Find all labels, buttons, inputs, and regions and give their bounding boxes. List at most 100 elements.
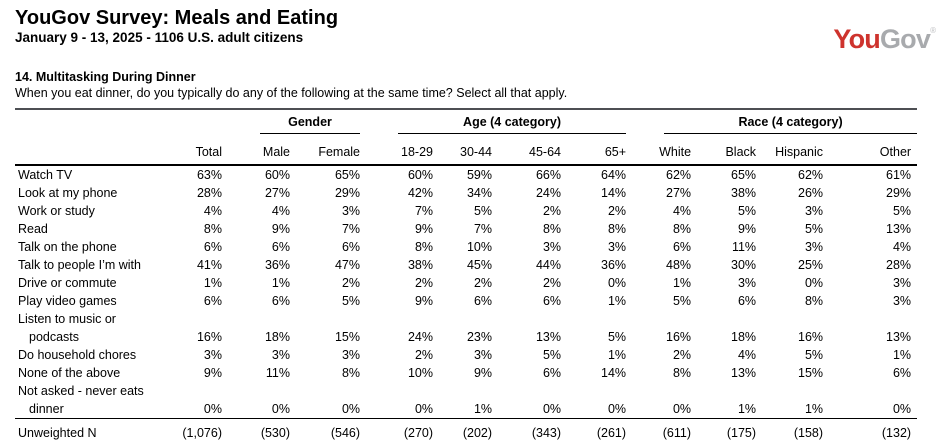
column-header: 30-44: [433, 134, 493, 166]
cell-value: 64%: [601, 168, 627, 182]
cell-value: (1,076): [160, 418, 222, 442]
cell-value: 7%: [341, 222, 361, 236]
cell-value: 3%: [607, 240, 627, 254]
cell-value: 24%: [407, 330, 434, 344]
row-label: Not asked - never eats dinner: [15, 382, 160, 419]
cell-value: 60%: [264, 168, 290, 182]
cell-value: 25%: [798, 258, 824, 272]
row-label: Watch TV: [18, 168, 73, 182]
cell-value: 5%: [737, 204, 757, 218]
cell-value: (530): [222, 418, 290, 442]
cell-value: 3%: [804, 240, 824, 254]
document-header: YouGov Survey: Meals and Eating January …: [15, 6, 338, 46]
row-label-line: dinner: [29, 402, 64, 416]
cell-value: 6%: [341, 240, 361, 254]
row-label: Listen to music or podcasts: [15, 310, 160, 346]
cell-value: (546): [290, 418, 361, 442]
cell-value: 2%: [542, 204, 562, 218]
cell-value: 8%: [672, 222, 692, 236]
cell-value: 8%: [414, 240, 434, 254]
cell-value: 5%: [804, 222, 824, 236]
cell-value: 29%: [886, 186, 912, 200]
cell-value: 23%: [466, 330, 493, 344]
row-label-line: podcasts: [29, 330, 80, 344]
cell-value: 65%: [334, 168, 361, 182]
table-row: None of the above 9% 11% 8% 10% 9% 6% 14% 8% 13% 1…: [15, 364, 917, 382]
cell-value: 14%: [601, 186, 627, 200]
cell-value: 6%: [271, 240, 290, 254]
cell-value: 9%: [473, 366, 493, 380]
cell-value: (132): [823, 418, 918, 442]
table-row: Not asked - never eats dinner 0% 0% 0% 0% 1% 0%…: [15, 382, 917, 419]
cell-value: 2%: [672, 348, 692, 362]
cell-value: 0%: [271, 402, 290, 416]
yougov-logo-gov: Gov: [879, 24, 931, 54]
column-header: Total: [160, 134, 222, 166]
cell-value: 13%: [731, 366, 757, 380]
cell-value: 5%: [542, 348, 562, 362]
column-header: Black: [691, 134, 757, 166]
cell-value: 5%: [341, 294, 361, 308]
cell-value: 1%: [607, 348, 627, 362]
cell-value: 9%: [414, 294, 434, 308]
table-row: Listen to music or podcasts 16% 18% 15% 24% 23…: [15, 310, 917, 346]
cell-value: 38%: [731, 186, 757, 200]
table-row: Drive or commute 1% 1% 2% 2% 2% 2% 0% 1% 3% 0% 3%: [15, 274, 917, 292]
cell-value: 6%: [203, 240, 222, 254]
cell-value: 27%: [666, 186, 692, 200]
cell-value: 8%: [672, 366, 692, 380]
column-group-header: Age (4 category): [360, 109, 627, 134]
table-row: Work or study 4% 4% 3% 7% 5% 2% 2% 4% 5% 3% 5%: [15, 202, 917, 220]
column-header-row: Total Male Female 18-29 30-44 45-64 65+ White Bl…: [15, 134, 918, 166]
cell-value: 0%: [672, 402, 692, 416]
cell-value: (202): [433, 418, 493, 442]
cell-value: 3%: [892, 294, 912, 308]
cell-value: 28%: [196, 186, 222, 200]
cell-value: 0%: [804, 276, 824, 290]
cell-value: 34%: [466, 186, 493, 200]
cell-value: 3%: [203, 348, 222, 362]
cell-value: 11%: [731, 240, 757, 254]
cell-value: 62%: [798, 168, 824, 182]
cell-value: (261): [561, 418, 627, 442]
cell-value: 59%: [466, 168, 493, 182]
cell-value: 61%: [886, 168, 912, 182]
cell-value: 9%: [203, 366, 222, 380]
column-header: 45-64: [492, 134, 562, 166]
row-label: Do household chores: [18, 348, 137, 362]
row-label-line: Listen to music or: [18, 312, 116, 326]
question-heading: 14. Multitasking During Dinner: [15, 70, 196, 84]
cell-value: 4%: [892, 240, 912, 254]
cell-value: 9%: [414, 222, 434, 236]
cell-value: 3%: [737, 276, 757, 290]
column-header: Female: [290, 134, 361, 166]
cell-value: 0%: [414, 402, 434, 416]
table-row: Look at my phone 28% 27% 29% 42% 34% 24% 14% 27%…: [15, 184, 917, 202]
cell-value: 4%: [672, 204, 692, 218]
cell-value: 15%: [798, 366, 824, 380]
cell-value: 29%: [334, 186, 361, 200]
row-label: Play video games: [18, 294, 117, 308]
cell-value: 24%: [535, 186, 562, 200]
column-header: 65+: [561, 134, 627, 166]
cell-value: 6%: [203, 294, 222, 308]
cell-value: 6%: [542, 366, 562, 380]
cell-value: 1%: [203, 276, 222, 290]
cell-value: 13%: [886, 330, 912, 344]
page-title: YouGov Survey: Meals and Eating: [15, 7, 339, 29]
cell-value: 18%: [264, 330, 290, 344]
cell-value: 1%: [672, 276, 692, 290]
cell-value: 2%: [341, 276, 361, 290]
cell-value: 6%: [542, 294, 562, 308]
row-label: Unweighted N: [15, 418, 160, 442]
cell-value: 1%: [271, 276, 290, 290]
table-footer-row: Unweighted N (1,076) (530) (546) (270) (202)(…: [15, 418, 918, 442]
cell-value: 3%: [473, 348, 493, 362]
cell-value: 5%: [607, 330, 627, 344]
row-label: Talk to people I’m with: [18, 258, 141, 272]
cell-value: 5%: [473, 204, 493, 218]
table-row: Read 8% 9% 7% 9% 7% 8% 8% 8% 9% 5% 13%: [15, 220, 917, 238]
table-row: Play video games 6% 6% 5% 9% 6% 6% 1% 5% 6% 8% 3%: [15, 292, 917, 310]
cell-value: 2%: [607, 204, 627, 218]
cell-value: 1%: [737, 402, 757, 416]
